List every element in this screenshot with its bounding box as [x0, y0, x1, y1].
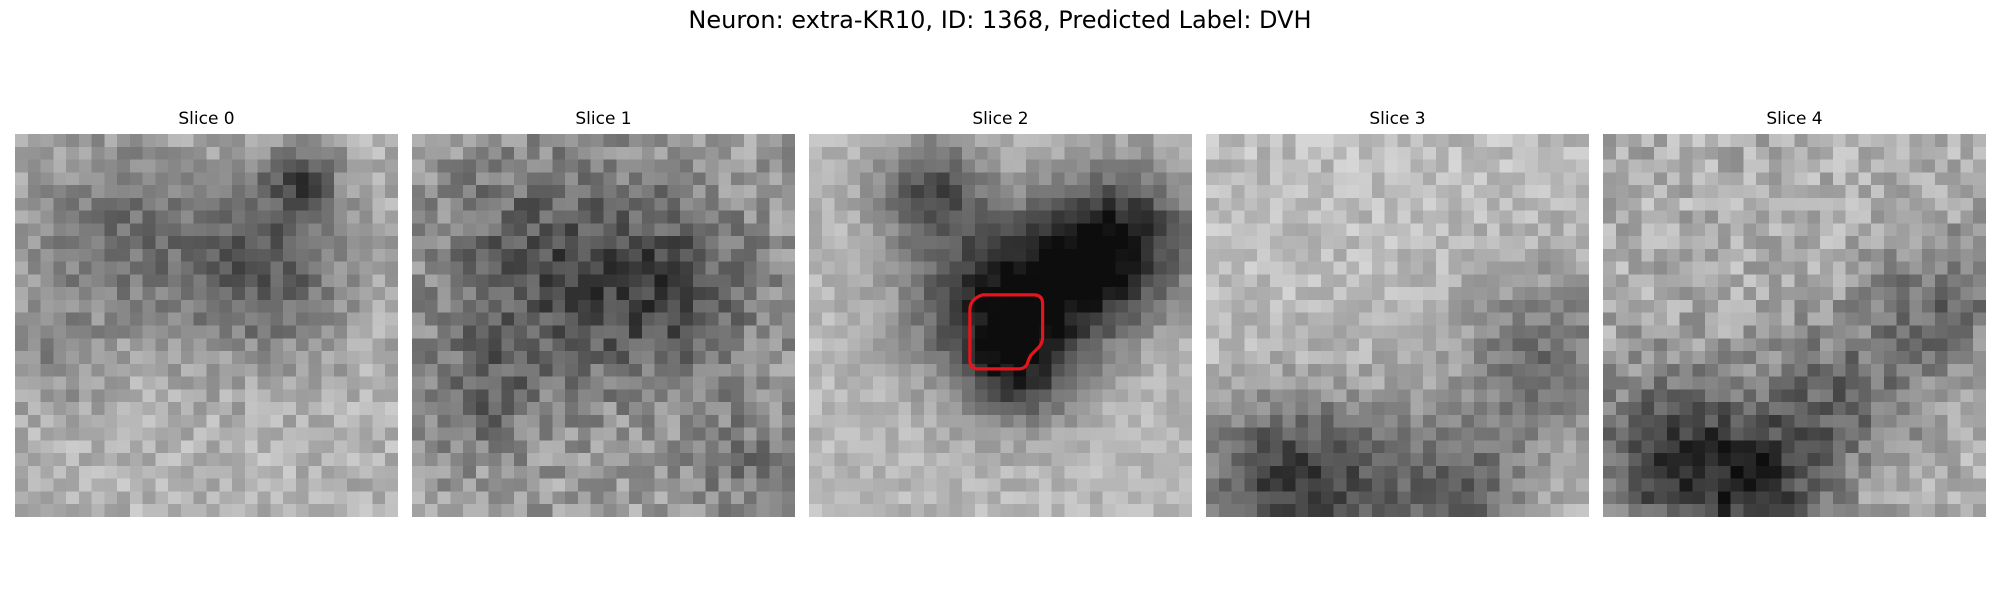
slice-panel-4: Slice 4: [1603, 107, 1986, 517]
slice-title-3: Slice 3: [1369, 109, 1426, 129]
slice-title-1: Slice 1: [575, 109, 632, 129]
slice-title-2: Slice 2: [972, 109, 1029, 129]
slice-panel-1: Slice 1: [412, 107, 795, 517]
slice-image-4: [1603, 134, 1986, 517]
figure-title: Neuron: extra-KR10, ID: 1368, Predicted …: [688, 6, 1312, 34]
slice-panel-2: Slice 2: [809, 107, 1192, 517]
segmentation-contour: [968, 293, 1045, 371]
slice-image-2: [809, 134, 1192, 517]
slice-title-4: Slice 4: [1766, 109, 1823, 129]
slice-image-0: [15, 134, 398, 517]
slice-image-3: [1206, 134, 1589, 517]
slice-panel-0: Slice 0: [15, 107, 398, 517]
slice-title-0: Slice 0: [178, 109, 235, 129]
slice-image-1: [412, 134, 795, 517]
slice-panel-3: Slice 3: [1206, 107, 1589, 517]
